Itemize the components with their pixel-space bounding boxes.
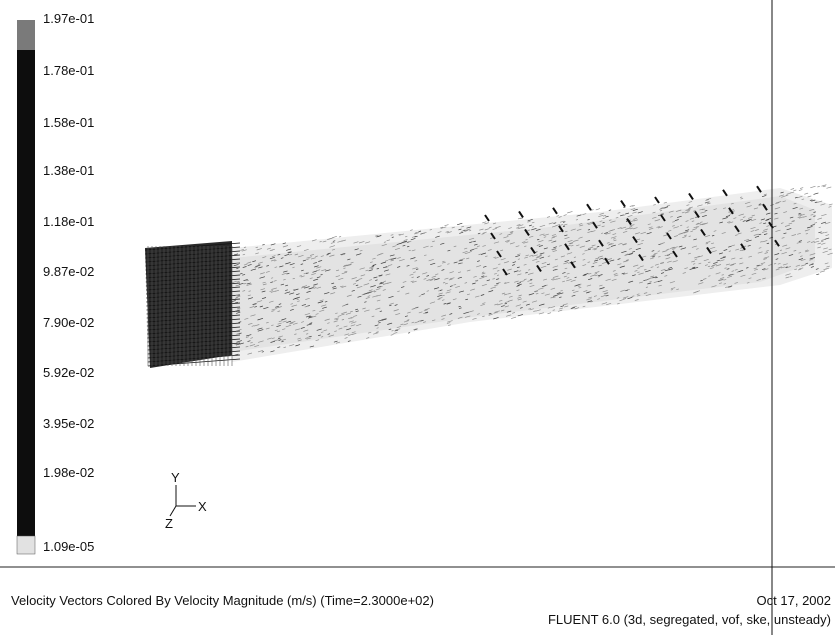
legend-label-4: 1.18e-01 xyxy=(43,214,95,229)
axis-triad xyxy=(169,485,196,517)
domain-shade-mid xyxy=(232,196,815,352)
inlet-hatch xyxy=(144,242,241,367)
legend-label-5: 9.87e-02 xyxy=(43,264,95,279)
legend-label-7: 5.92e-02 xyxy=(43,365,95,380)
legend-label-2: 1.58e-01 xyxy=(43,115,95,130)
velocity-vector-field xyxy=(144,184,833,368)
plot-caption-title: Velocity Vectors Colored By Velocity Mag… xyxy=(11,593,434,608)
color-legend-bar xyxy=(16,20,36,555)
vector-stipple xyxy=(231,184,833,356)
legend-label-8: 3.95e-02 xyxy=(43,416,95,431)
plot-caption-solver: FLUENT 6.0 (3d, segregated, vof, ske, un… xyxy=(547,612,831,627)
x-axis-label: X xyxy=(198,499,207,514)
legend-swatch-bottom xyxy=(16,535,36,555)
legend-label-10: 1.09e-05 xyxy=(43,539,95,554)
legend-swatch-top xyxy=(17,20,35,52)
large-velocity-vectors xyxy=(484,185,780,276)
legend-label-0: 1.97e-01 xyxy=(43,11,95,26)
legend-label-1: 1.78e-01 xyxy=(43,63,95,78)
z-axis-label: Z xyxy=(165,516,173,531)
legend-swatch-body xyxy=(17,50,35,536)
legend-label-3: 1.38e-01 xyxy=(43,163,95,178)
legend-label-9: 1.98e-02 xyxy=(43,465,95,480)
z-axis-line xyxy=(169,505,177,517)
legend-label-6: 7.90e-02 xyxy=(43,315,95,330)
y-axis-label: Y xyxy=(171,470,180,485)
plot-caption-date: Oct 17, 2002 xyxy=(756,593,831,608)
